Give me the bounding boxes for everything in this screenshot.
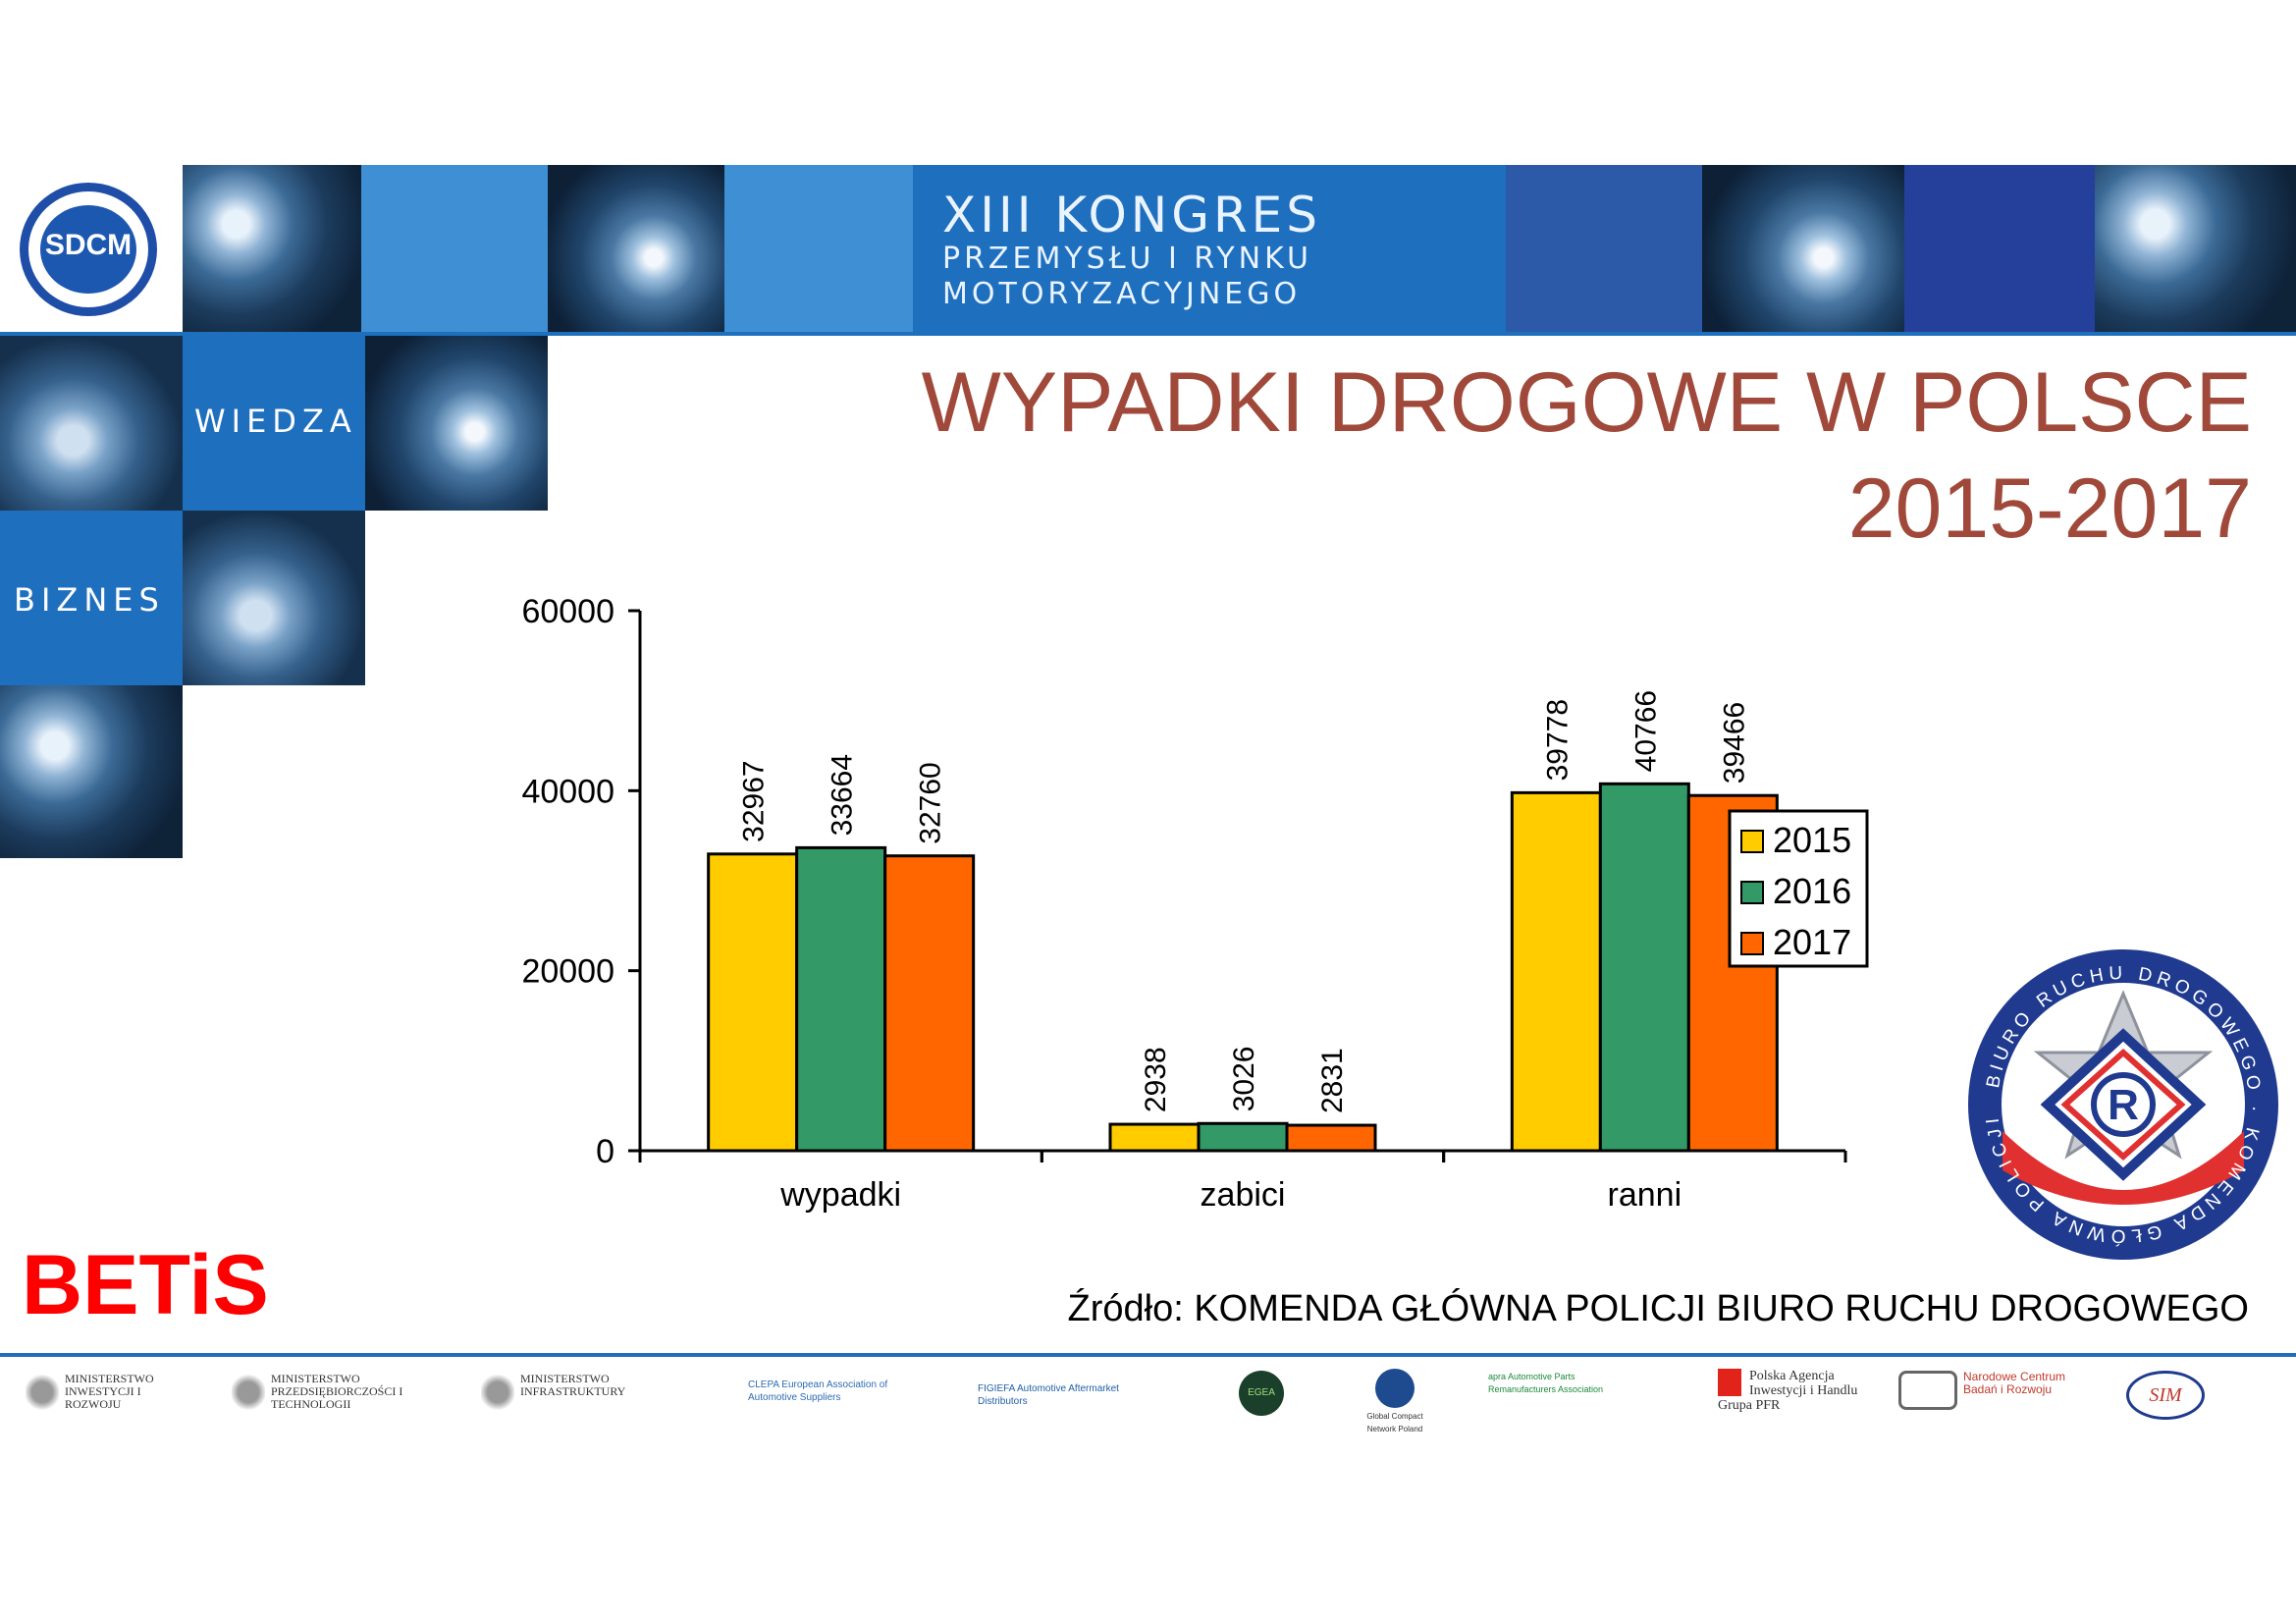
bar	[883, 854, 976, 1153]
slide-title-line1: WYPADKI DROGOWE W POLSCE	[921, 355, 2252, 450]
eagle-icon	[26, 1373, 59, 1412]
ncbr-icon	[1898, 1371, 1957, 1410]
logo-area: SDCM	[0, 165, 183, 334]
radiator-cap-photo-tile	[2095, 165, 2296, 334]
legend-swatch	[1740, 830, 1764, 853]
police-badge: R BIURO RUCHU DROGOWEGO · KOMENDA GŁÓWNA…	[1968, 949, 2278, 1260]
y-tick-label: 20000	[521, 953, 614, 991]
slide-title: WYPADKI DROGOWE W POLSCE 2015-2017	[779, 353, 2252, 558]
wiedza-label: WIEDZA	[194, 403, 357, 440]
metal-photo-tile	[0, 685, 183, 858]
sponsor-logo-global-compact[interactable]: Global Compact Network Poland	[1361, 1369, 1429, 1435]
paih-icon	[1718, 1369, 1741, 1396]
pulley-photo-tile	[1702, 165, 1904, 334]
bar-data-label: 39778	[1541, 699, 1574, 781]
biznes-label: BIZNES	[14, 581, 165, 619]
sponsor-logo-sim[interactable]: SIM	[2126, 1371, 2205, 1420]
gear-photo-tile	[548, 165, 724, 334]
eagle-icon	[481, 1373, 514, 1412]
bar-data-label: 2831	[1316, 1048, 1349, 1113]
wiedza-tile: WIEDZA	[183, 336, 365, 511]
sdcm-logo-text: SDCM	[44, 229, 133, 261]
banner-title-tile: XIII KONGRES PRZEMYSŁU I RYNKU MOTORYZAC…	[913, 165, 1506, 334]
betis-logo[interactable]: BETiS	[22, 1238, 269, 1332]
banner-rule	[0, 332, 2296, 336]
sponsor-logo-paih[interactable]: Polska Agencja Inwestycji i Handlu Grupa…	[1718, 1369, 1858, 1413]
bar	[1197, 1121, 1289, 1153]
bar	[1598, 782, 1690, 1153]
bar	[1108, 1122, 1201, 1153]
hose-photo-tile	[183, 511, 365, 685]
bar-data-label: 39466	[1718, 702, 1750, 784]
bar-data-label: 2938	[1140, 1047, 1172, 1112]
slide-title-line2: 2015-2017	[1847, 461, 2252, 556]
sponsor-strip: MINISTERSTWO INWESTYCJI I ROZWOJU MINIST…	[0, 1365, 2296, 1433]
bar	[707, 852, 799, 1153]
cap-photo-tile	[0, 336, 183, 511]
belt-photo-tile	[365, 336, 548, 511]
sponsor-logo-egea[interactable]: EGEA	[1239, 1371, 1284, 1416]
bar-chart: 0 20000 40000 60000 wypadki 32967 33664 32760 za…	[521, 593, 1869, 1214]
legend-swatch	[1740, 932, 1764, 955]
banner-blue-tile	[1506, 165, 1702, 334]
sponsor-logo-mpit[interactable]: MINISTERSTWO PRZEDSIĘBIORCZOŚCI I TECHNO…	[232, 1373, 428, 1412]
bar-data-label: 33664	[827, 754, 859, 836]
footer-rule	[0, 1353, 2296, 1357]
police-badge-letter: R	[2108, 1081, 2139, 1129]
bar-data-label: 32967	[738, 760, 771, 841]
source-note: Źródło: KOMENDA GŁÓWNA POLICJI BIURO RUC…	[1067, 1288, 2250, 1329]
sdcm-logo[interactable]: SDCM	[20, 183, 157, 316]
sponsor-logo-ncbr[interactable]: Narodowe Centrum Badań i Rozwoju	[1898, 1371, 2075, 1410]
bar	[1285, 1123, 1377, 1153]
banner-blue-tile	[1904, 165, 2095, 334]
header-banner: SDCM XIII KONGRES PRZEMYSŁU I RYNKU MOTO…	[0, 165, 2296, 334]
x-tick-label: ranni	[1608, 1176, 1682, 1214]
y-tick-label: 60000	[521, 593, 614, 630]
x-tick-label: zabici	[1201, 1176, 1286, 1214]
legend-label: 2017	[1773, 922, 1851, 962]
bar	[795, 845, 887, 1153]
biznes-tile: BIZNES	[0, 511, 183, 685]
sponsor-logo-miir[interactable]: MINISTERSTWO INWESTYCJI I ROZWOJU	[26, 1373, 192, 1412]
bar-data-label: 3026	[1228, 1047, 1260, 1112]
bar-data-label: 40766	[1629, 690, 1662, 772]
legend-swatch	[1740, 881, 1764, 904]
banner-line2: PRZEMYSŁU I RYNKU	[942, 242, 1312, 276]
engine-photo-tile	[183, 165, 361, 334]
sponsor-logo-apra[interactable]: apra Automotive Parts Remanufacturers As…	[1488, 1372, 1604, 1394]
legend-label: 2016	[1773, 871, 1851, 911]
globe-icon	[1375, 1369, 1415, 1408]
y-tick-label: 0	[596, 1133, 614, 1170]
sponsor-logo-figiefa[interactable]: FIGIEFA Automotive Aftermarket Distribut…	[978, 1383, 1119, 1407]
legend-label: 2015	[1773, 820, 1851, 860]
eagle-icon	[232, 1373, 265, 1412]
y-tick-label: 40000	[521, 773, 614, 810]
banner-line1: XIII KONGRES	[942, 187, 1322, 243]
x-tick-label: wypadki	[779, 1176, 901, 1214]
sponsor-logo-clepa[interactable]: CLEPA European Association of Automotive…	[748, 1379, 888, 1403]
banner-blue-tile	[361, 165, 548, 334]
banner-blue-tile	[724, 165, 913, 334]
banner-line3: MOTORYZACYJNEGO	[942, 277, 1302, 311]
bar	[1510, 790, 1602, 1153]
bar-data-label: 32760	[915, 762, 947, 843]
sponsor-logo-mi[interactable]: MINISTERSTWO INFRASTRUKTURY	[481, 1373, 677, 1412]
